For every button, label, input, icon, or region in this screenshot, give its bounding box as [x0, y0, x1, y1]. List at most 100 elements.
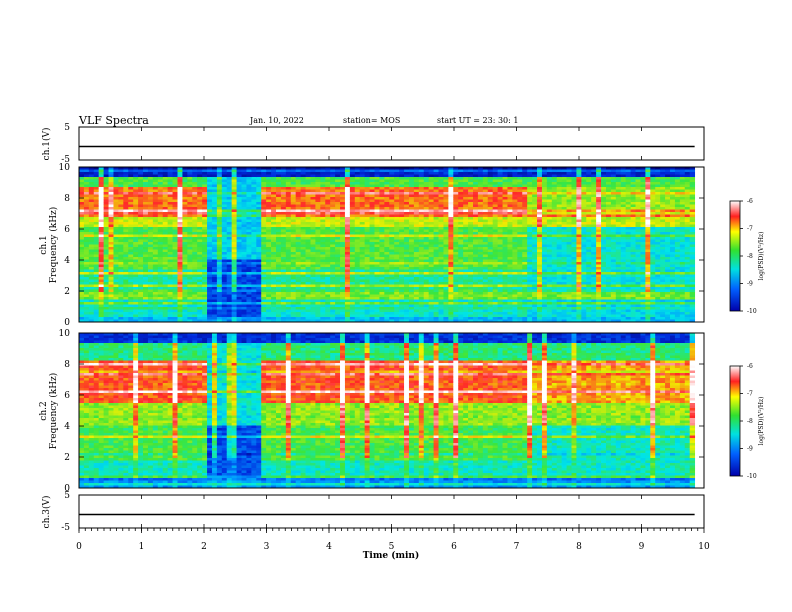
spectrogram-cell — [394, 314, 400, 318]
spectrogram-cell — [438, 214, 444, 218]
spectrogram-cell — [433, 227, 439, 230]
spectrogram-cell — [103, 287, 109, 290]
spectrogram-cell — [458, 219, 464, 223]
spectrogram-cell — [202, 207, 208, 210]
spectrogram-cell — [162, 242, 169, 245]
spectrogram-cell — [330, 237, 336, 240]
spectrogram-cell — [147, 174, 154, 178]
spectrogram-cell — [340, 177, 346, 180]
spectrogram-cell — [128, 179, 134, 183]
spectrogram-cell — [167, 187, 173, 190]
spectrogram-cell — [93, 204, 100, 208]
spectrogram-cell — [340, 224, 346, 228]
spectrogram-cell — [113, 267, 119, 270]
spectrogram-cell — [310, 294, 316, 298]
spectrogram-cell — [374, 272, 380, 275]
spectrogram-cell — [167, 174, 173, 178]
spectrogram-cell — [182, 212, 188, 215]
spectrogram-cell — [231, 172, 237, 175]
spectrogram-cell — [128, 297, 134, 300]
spectrogram-cell — [221, 274, 228, 278]
spectrogram-cell — [364, 267, 370, 270]
spectrogram-cell — [448, 199, 454, 203]
spectrogram-cell — [408, 182, 415, 185]
spectrogram-cell — [251, 194, 257, 198]
spectrogram-cell — [152, 289, 159, 293]
spectrogram-cell — [325, 302, 331, 305]
spectrogram-cell — [290, 229, 297, 233]
spectrogram-cell — [216, 292, 223, 295]
spectrogram-cell — [128, 229, 134, 233]
spectrogram-cell — [256, 284, 262, 288]
spectrogram-cell — [404, 179, 410, 183]
spectrogram-cell — [207, 174, 213, 178]
spectrogram-cell — [216, 212, 223, 215]
spectrogram-cell — [359, 279, 366, 283]
spectrogram-cell — [152, 209, 159, 213]
spectrogram-cell — [463, 177, 469, 180]
spectrogram-cell — [79, 292, 85, 295]
spectrogram-cell — [147, 277, 154, 280]
spectrogram-cell — [123, 287, 129, 290]
spectrogram-cell — [187, 204, 193, 208]
spectrogram-cell — [374, 232, 380, 235]
spectrogram-cell — [330, 269, 336, 273]
spectrogram-cell — [359, 189, 366, 193]
spectrogram-cell — [147, 167, 154, 170]
spectrogram-cell — [448, 177, 454, 180]
spectrogram-cell — [453, 217, 459, 220]
spectrogram-cell — [379, 304, 385, 308]
spectrogram-cell — [463, 299, 469, 303]
spectrogram-cell — [98, 299, 105, 303]
spectrogram-cell — [413, 214, 420, 218]
spectrogram-cell — [349, 179, 356, 183]
spectrogram-cell — [418, 247, 425, 250]
spectrogram-cell — [197, 294, 203, 298]
spectrogram-cell — [261, 227, 267, 230]
spectrogram-cell — [335, 182, 341, 185]
spectrogram-cell — [138, 254, 144, 258]
spectrogram-cell — [325, 167, 331, 170]
spectrogram-cell — [458, 297, 464, 300]
spectrogram-cell — [157, 214, 164, 218]
spectrogram-cell — [384, 202, 390, 205]
spectrogram-cell — [389, 229, 395, 233]
spectrogram-cell — [118, 169, 124, 173]
spectrogram-cell — [443, 259, 449, 263]
spectrogram-cell — [211, 212, 218, 215]
spectrogram-cell — [172, 182, 178, 185]
spectrogram-cell — [187, 224, 193, 228]
spectrogram-cell — [404, 244, 410, 248]
spectrogram-cell — [231, 309, 237, 313]
spectrogram-cell — [192, 319, 198, 323]
spectrogram-cell — [216, 199, 223, 203]
spectrogram-cell — [300, 237, 306, 240]
spectrogram-cell — [177, 252, 183, 255]
spectrogram-cell — [246, 207, 252, 210]
spectrogram-cell — [276, 287, 282, 290]
spectrogram-cell — [172, 309, 178, 313]
spectrogram-cell — [182, 264, 188, 268]
spectrogram-cell — [261, 254, 267, 258]
spectrogram-cell — [256, 307, 262, 310]
spectrogram-cell — [423, 279, 430, 283]
spectrogram-cell — [276, 209, 282, 213]
spectrogram-cell — [290, 189, 297, 193]
spectrogram-cell — [118, 232, 124, 235]
spectrogram-cell — [418, 224, 425, 228]
spectrogram-cell — [433, 214, 439, 218]
spectrogram-cell — [315, 204, 321, 208]
spectrogram-cell — [433, 269, 439, 273]
spectrogram-cell — [369, 212, 375, 215]
spectrogram-cell — [128, 202, 134, 205]
spectrogram-cell — [280, 222, 287, 225]
spectrogram-cell — [147, 287, 154, 290]
spectrogram-cell — [468, 294, 474, 298]
spectrogram-cell — [271, 169, 277, 173]
spectrogram-cell — [241, 167, 247, 170]
spectrogram-cell — [344, 319, 351, 323]
spectrogram-cell — [354, 174, 361, 178]
spectrogram-cell — [157, 234, 164, 238]
spectrogram-cell — [330, 227, 336, 230]
spectrogram-cell — [236, 309, 242, 313]
